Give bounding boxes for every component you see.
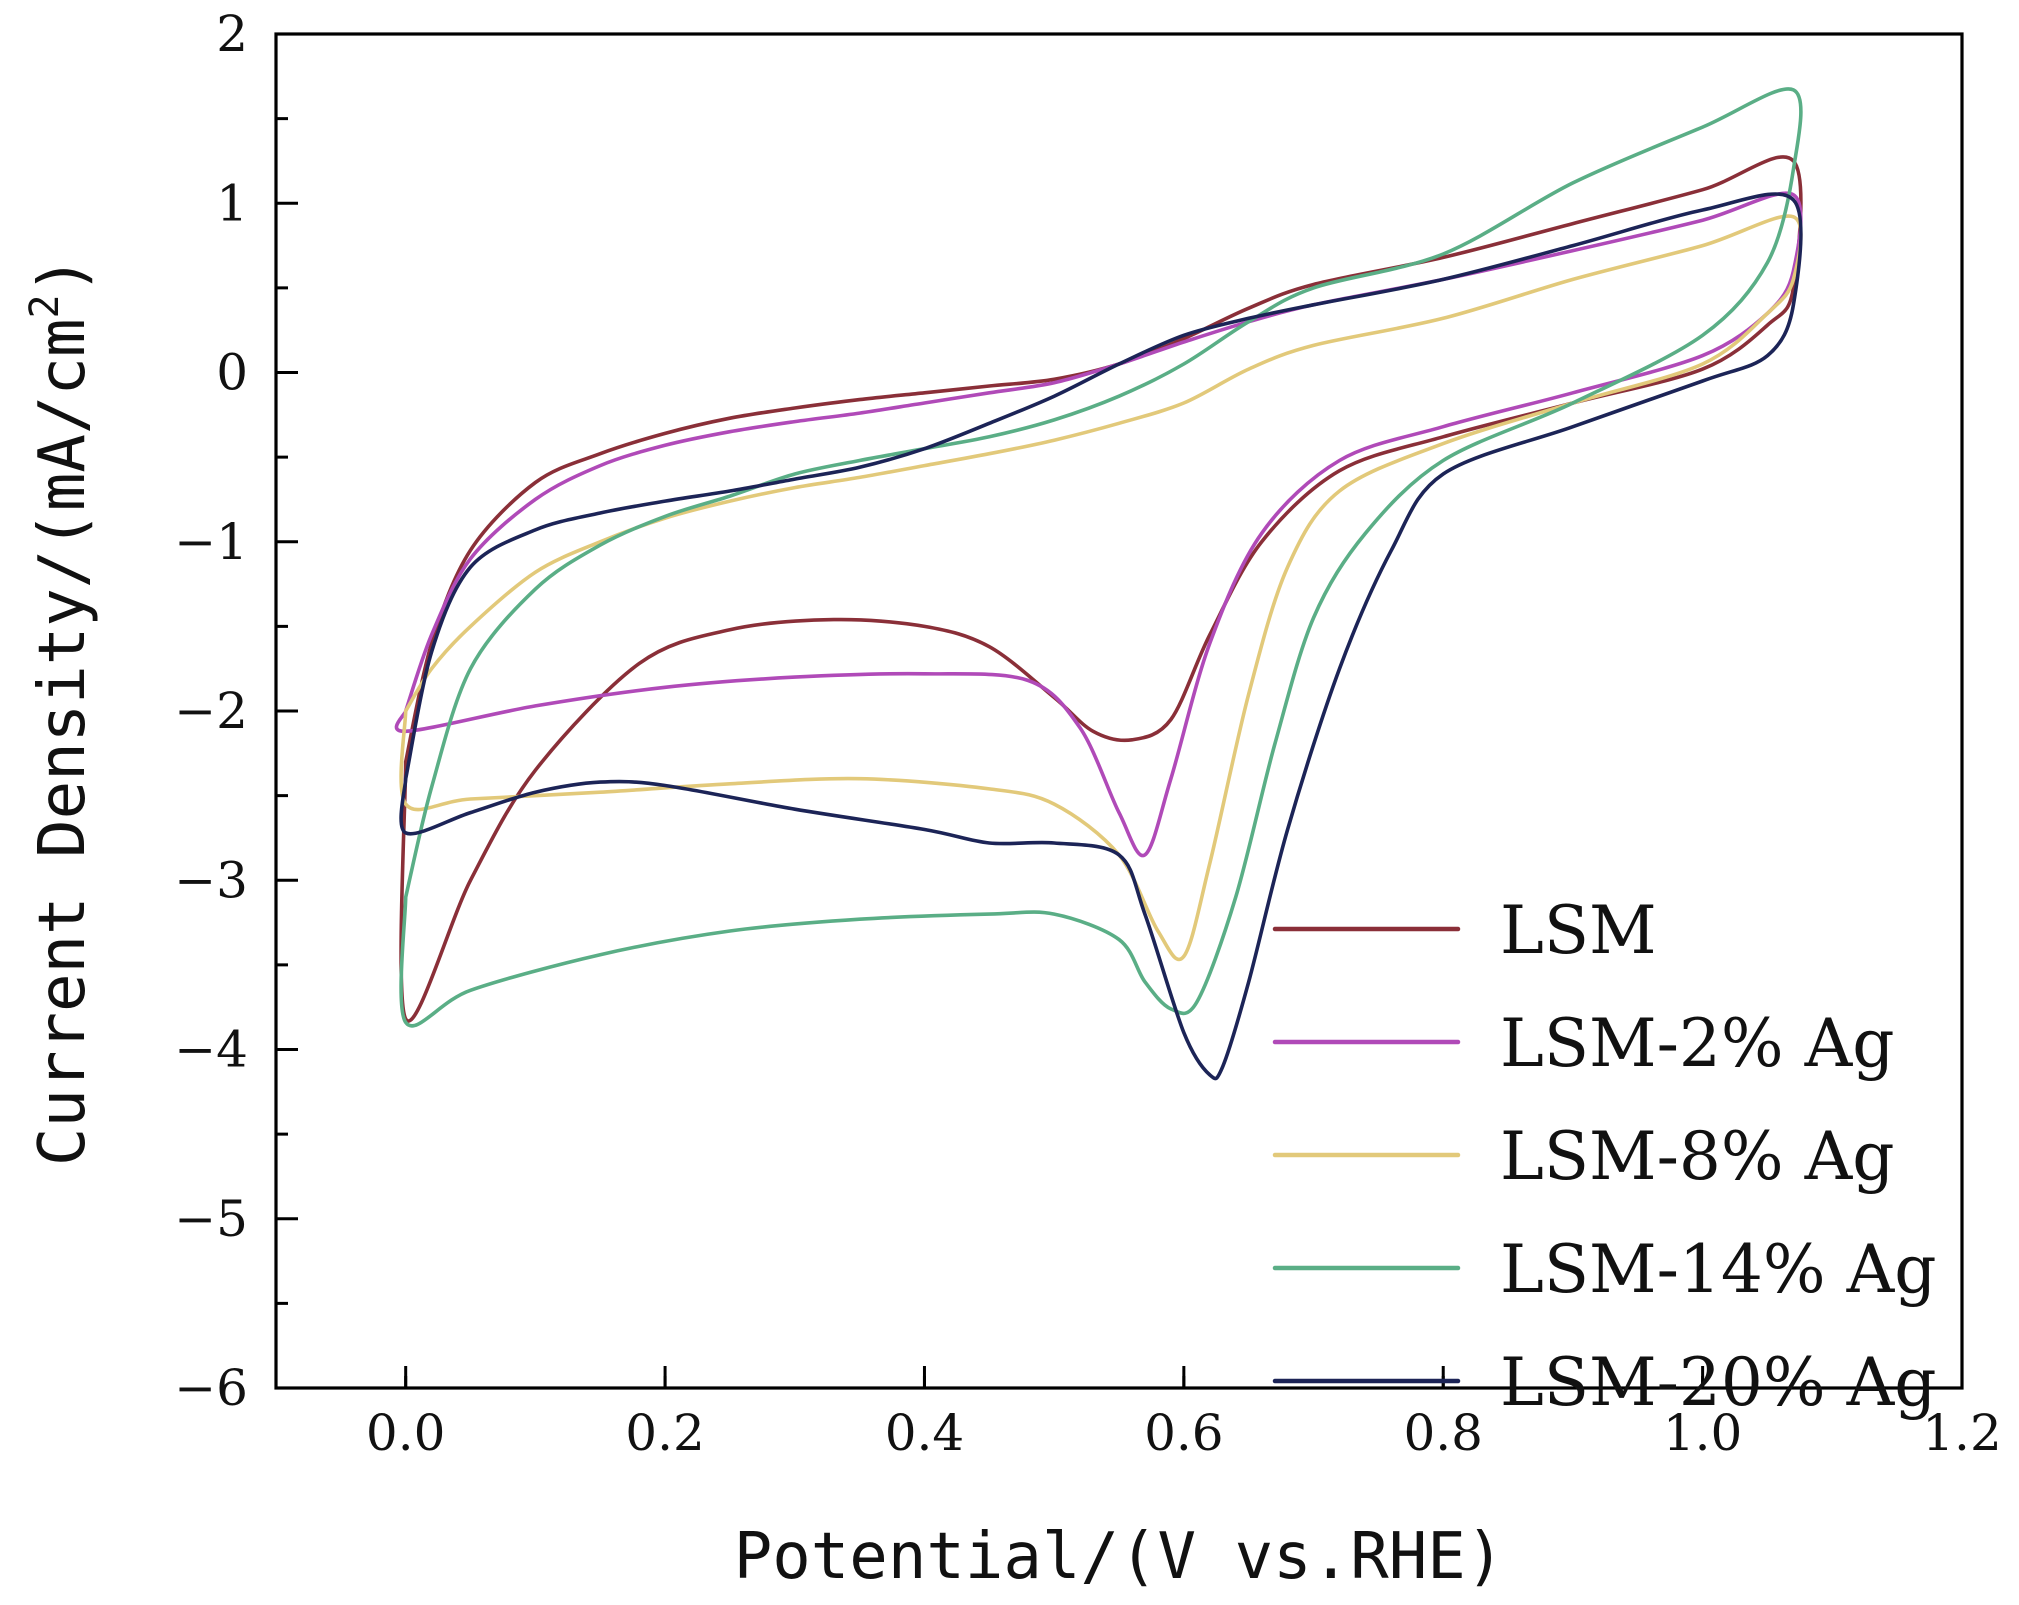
- x-tick-label: 1.2: [1922, 1404, 2002, 1462]
- x-tick-label: 0.6: [1144, 1404, 1224, 1462]
- y-tick-label: −4: [174, 1021, 248, 1079]
- x-tick-label: 1.0: [1663, 1404, 1743, 1462]
- series-line-4: [399, 87, 1803, 1028]
- y-tick-label: 0: [216, 344, 248, 402]
- y-tick-label: 2: [216, 5, 248, 63]
- legend-label: LSM-8% Ag: [1500, 1118, 1895, 1195]
- legend-label: LSM: [1500, 892, 1657, 969]
- legend-label: LSM-2% Ag: [1500, 1005, 1895, 1082]
- x-axis-title: Potential/(V vs.RHE): [734, 1520, 1505, 1594]
- y-tick-label: −2: [174, 682, 248, 740]
- y-tick-label: −5: [174, 1190, 248, 1248]
- legend: LSM LSM-2% Ag LSM-8% Ag LSM-14% Ag LSM-20% A…: [1272, 892, 1937, 1421]
- y-tick-label: −6: [174, 1359, 248, 1417]
- y-axis-title-close: ): [26, 256, 100, 295]
- series-line-3: [399, 214, 1803, 962]
- x-tick-label: 0.8: [1403, 1404, 1483, 1462]
- x-axis-ticks: 0.0 0.2 0.4 0.6 0.8 1.0 1.2: [366, 1366, 2002, 1462]
- series-line-2: [394, 191, 1803, 858]
- y-axis-ticks: −6 −5 −4 −3 −2 −1 0 1 2: [174, 5, 298, 1417]
- y-tick-label: −3: [174, 851, 248, 909]
- legend-label: LSM-14% Ag: [1500, 1231, 1937, 1308]
- series-line-5: [399, 192, 1803, 1081]
- series-line-1: [399, 155, 1803, 1023]
- y-axis-title-main: Current Density/(mA/cm: [26, 318, 100, 1166]
- x-tick-label: 0.4: [885, 1404, 965, 1462]
- legend-label: LSM-20% Ag: [1500, 1344, 1937, 1421]
- y-axis-title: Current Density/(mA/cm2): [22, 256, 100, 1166]
- series-layer: [394, 87, 1803, 1081]
- x-tick-label: 0.2: [625, 1404, 705, 1462]
- y-tick-label: −1: [174, 513, 248, 571]
- y-axis-title-superscript: 2: [22, 294, 68, 318]
- y-tick-label: 1: [216, 174, 248, 232]
- x-tick-label: 0.0: [366, 1404, 446, 1462]
